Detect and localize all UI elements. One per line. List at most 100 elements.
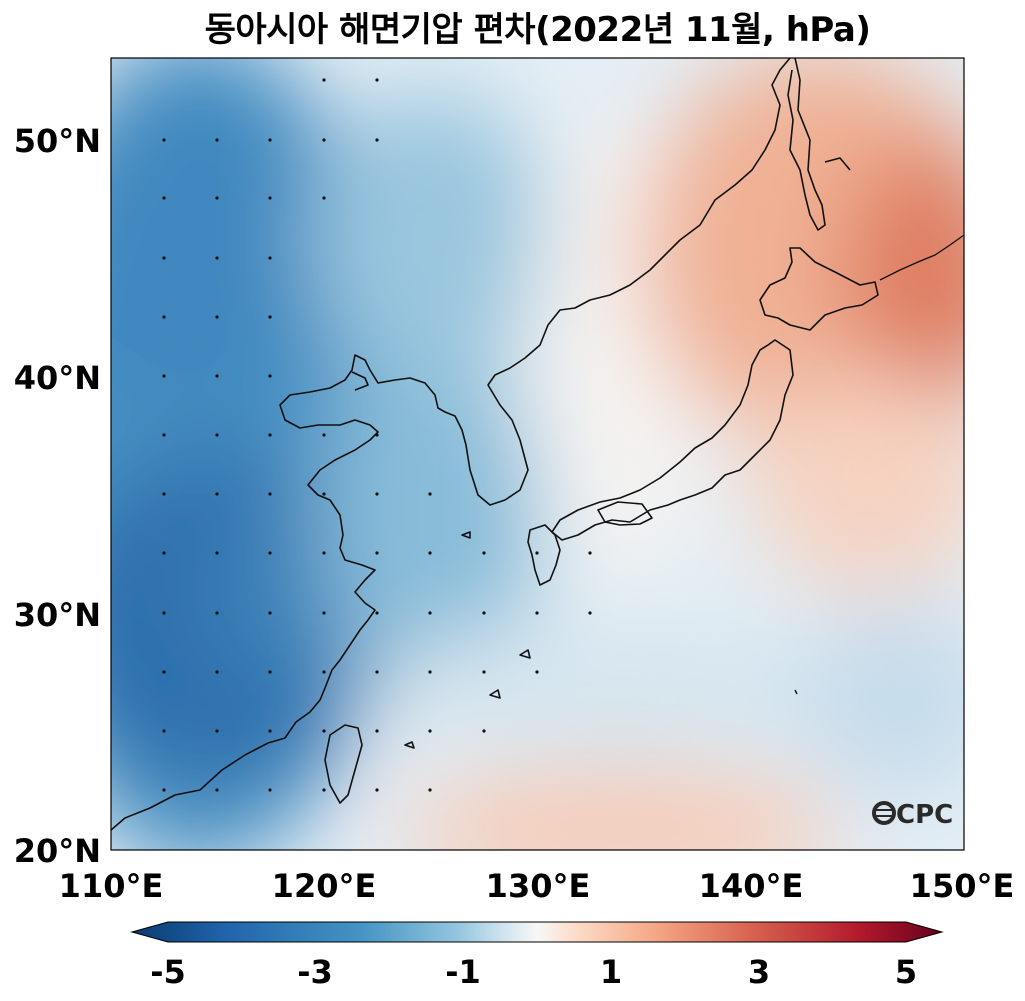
significance-dot [215, 315, 219, 319]
significance-dot [375, 670, 379, 674]
significance-dot [482, 670, 486, 674]
significance-dot [268, 729, 272, 733]
significance-dot [322, 138, 326, 142]
significance-dot [268, 611, 272, 615]
significance-dot [375, 729, 379, 733]
significance-dot [375, 78, 379, 82]
x-tick-label: 140°E [699, 867, 804, 905]
significance-dot [322, 670, 326, 674]
significance-dot [428, 492, 432, 496]
significance-dot [268, 492, 272, 496]
significance-dot [322, 196, 326, 200]
significance-dot [215, 256, 219, 260]
significance-dot [535, 670, 539, 674]
coastlines [111, 58, 964, 831]
y-tick-label: 50°N [14, 122, 101, 160]
colorbar-labels: -5 -3 -1 1 3 5 [150, 953, 917, 991]
significance-dot [375, 492, 379, 496]
significance-dot [268, 788, 272, 792]
significance-dot [322, 78, 326, 82]
significance-dot [162, 788, 166, 792]
significance-dot [215, 492, 219, 496]
significance-dot [588, 551, 592, 555]
significance-dot [535, 551, 539, 555]
significance-dot [322, 788, 326, 792]
colorbar-body [130, 921, 944, 943]
significance-dot [215, 551, 219, 555]
significance-dot [268, 433, 272, 437]
significance-dot [588, 611, 592, 615]
significance-dot [162, 256, 166, 260]
colorbar: -5 -3 -1 1 3 5 [130, 921, 944, 991]
significance-dot [268, 315, 272, 319]
significance-dot [215, 196, 219, 200]
x-axis-tick-labels: 110°E 120°E 130°E 140°E 150°E [59, 867, 1015, 905]
colorbar-label: 1 [600, 953, 622, 991]
significance-dot [268, 670, 272, 674]
colorbar-label: 5 [895, 953, 917, 991]
x-tick-label: 150°E [910, 867, 1015, 905]
y-tick-label: 40°N [14, 359, 101, 397]
y-tick-label: 20°N [14, 832, 101, 870]
map-title: 동아시아 해면기압 편차(2022년 11월, hPa) [204, 10, 871, 50]
significance-dot [268, 256, 272, 260]
honshu-coastline [551, 339, 794, 541]
colorbar-label: 3 [748, 953, 770, 991]
significance-dot [162, 433, 166, 437]
x-tick-label: 130°E [486, 867, 591, 905]
colorbar-label: -3 [297, 953, 333, 991]
hokkaido-coastline [759, 247, 879, 331]
significance-dot [428, 788, 432, 792]
significance-dot [322, 433, 326, 437]
significance-dot [215, 788, 219, 792]
significance-dot [215, 138, 219, 142]
significance-dot [375, 138, 379, 142]
taiwan-coastline [324, 724, 363, 804]
significance-dot [162, 670, 166, 674]
significance-dot [215, 433, 219, 437]
significance-dot [162, 611, 166, 615]
significance-dots [162, 78, 592, 792]
significance-dot [428, 551, 432, 555]
korea-coastline [465, 58, 791, 506]
significance-dot [268, 374, 272, 378]
significance-dot [482, 611, 486, 615]
significance-dot [268, 138, 272, 142]
significance-dot [428, 611, 432, 615]
significance-dot [322, 492, 326, 496]
significance-dot [162, 374, 166, 378]
significance-dot [162, 492, 166, 496]
y-tick-label: 30°N [14, 596, 101, 634]
significance-dot [375, 611, 379, 615]
significance-dot [215, 611, 219, 615]
significance-dot [482, 551, 486, 555]
significance-dot [322, 551, 326, 555]
significance-dot [215, 374, 219, 378]
significance-dot [162, 315, 166, 319]
significance-dot [375, 788, 379, 792]
significance-dot [322, 611, 326, 615]
pressure-anomaly-field [111, 58, 964, 850]
significance-dot [322, 729, 326, 733]
significance-dot [535, 611, 539, 615]
significance-dot [162, 138, 166, 142]
plot-frame [110, 57, 965, 851]
significance-dot [268, 196, 272, 200]
significance-dot [375, 551, 379, 555]
x-tick-label: 110°E [59, 867, 164, 905]
sakhalin-coastline [787, 58, 826, 231]
significance-dot [162, 196, 166, 200]
significance-dot [428, 729, 432, 733]
ocpc-logo: CPC [872, 800, 953, 830]
significance-dot [215, 729, 219, 733]
x-tick-label: 120°E [272, 867, 377, 905]
significance-dot [215, 670, 219, 674]
colorbar-label: -1 [445, 953, 481, 991]
china-coastline [111, 354, 467, 831]
watermark-text: CPC [896, 800, 953, 830]
significance-dot [482, 729, 486, 733]
shikoku-coastline [597, 501, 653, 526]
colorbar-label: -5 [150, 953, 186, 991]
kyushu-coastline [527, 524, 561, 586]
